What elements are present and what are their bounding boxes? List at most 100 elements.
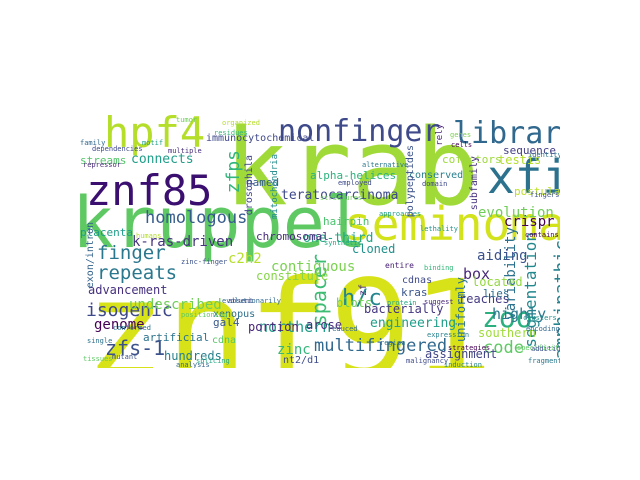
word-alpha-helices: alpha-helices: [310, 169, 397, 182]
word-hairpin: hairpin: [323, 215, 370, 228]
word-contains: contains: [525, 231, 559, 239]
word-isogenic: isogenic: [86, 300, 173, 321]
word-finger: finger: [97, 242, 166, 264]
word-code: code: [483, 338, 524, 358]
word-conformed: conformed: [113, 324, 151, 332]
word-hundreds: hundreds: [164, 349, 222, 363]
word-zoo: zoo: [482, 301, 533, 334]
word-entire: entire: [385, 261, 414, 270]
word-strategies: strategies: [448, 344, 491, 352]
word-testis: testis: [498, 153, 542, 167]
word-library: library: [453, 116, 560, 151]
word-evolutionarily: evolutionarily: [222, 297, 282, 305]
word-analysis: analysis: [176, 361, 210, 369]
word-box: box: [463, 265, 491, 283]
word-teratocarcinoma: teratocarcinoma: [281, 188, 399, 203]
word-xfin: xfin: [487, 150, 560, 204]
word-exon-intron: exon/intron: [85, 222, 96, 289]
word-addition: addition: [531, 345, 560, 353]
word-employed: employed: [338, 179, 372, 187]
word-repressor: repressor: [83, 161, 121, 169]
word-alternative: alternative: [362, 161, 409, 169]
word-identity: identity: [528, 151, 560, 159]
word-suggest: suggest: [424, 298, 454, 306]
word-region: region: [380, 339, 406, 347]
word-k-ras-driven: k-ras-driven: [132, 234, 234, 250]
word-gal4: gal4: [213, 316, 240, 329]
word-genome: genome: [94, 317, 145, 333]
word-mitochondria: mitochondria: [270, 154, 280, 220]
word-cloned: cloned: [352, 242, 396, 256]
word-cofactors: cofactors: [442, 153, 502, 166]
word-malignancy: malignancy: [406, 357, 449, 365]
word-southern: southern: [478, 326, 536, 340]
word-artificial: artificial: [143, 331, 210, 344]
word-postulated: postulated: [514, 185, 560, 198]
word-zinc-finger: zinc-finger: [181, 258, 228, 266]
word-named: named: [246, 176, 280, 189]
word-approaches: approaches: [379, 210, 422, 218]
word-motif: motif: [142, 139, 164, 147]
word-splicing: splicing: [196, 357, 230, 365]
word-reduced: reduced: [328, 325, 358, 333]
word-absent: absent: [228, 297, 254, 305]
word-fragments: fragments: [528, 357, 560, 365]
word-structures: structures: [320, 194, 363, 202]
word-zfs-1: zfs-1: [105, 336, 166, 360]
word-zf: zf: [358, 284, 369, 297]
word-located: located: [472, 275, 523, 289]
word-northern: northern: [259, 318, 332, 336]
word-portion: portion: [248, 320, 299, 334]
word-rely: rely: [435, 124, 445, 146]
word-sequence: sequence: [503, 144, 556, 157]
word-tumor: tumor: [176, 116, 198, 124]
word-blots: blots: [336, 296, 373, 310]
word-domain: domain: [422, 180, 448, 188]
word-assignment: assignment: [425, 347, 498, 361]
word-cdnas: cdnas: [402, 275, 433, 286]
word-homologous: homologous: [145, 208, 248, 228]
word-induction: induction: [444, 361, 482, 369]
word-drosophila: drosophila: [244, 155, 255, 216]
word-seminomas: seminomas: [344, 197, 560, 251]
word-amphipathic: amphipathic: [551, 240, 560, 360]
word-nt2-d1: nt2/d1: [283, 355, 320, 366]
word-hpf4: hpf4: [104, 112, 206, 157]
word-polypeptides: polypeptides: [405, 145, 416, 218]
word-positioning: positioning: [181, 311, 228, 319]
word-expression: expression: [427, 331, 470, 339]
word-reaches: reaches: [459, 292, 510, 306]
word-fingers: fingers: [530, 191, 560, 199]
word-repeats: repeats: [97, 262, 178, 284]
word-cells: cells: [451, 141, 473, 149]
word-undescribed: undescribed: [129, 297, 222, 313]
word-encoding: encoding: [526, 325, 560, 333]
word-multiple: multiple: [168, 147, 202, 155]
word-mutant: mutant: [112, 353, 138, 361]
word-znf85: znf85: [86, 166, 213, 215]
word-specificity: specificity: [517, 344, 560, 352]
word-synthetic: synthetic: [324, 239, 362, 247]
word-one-third: one-third: [303, 231, 374, 246]
word-streams: streams: [80, 154, 127, 167]
word-advancement: advancement: [88, 283, 168, 297]
word-aiding: aiding: [477, 248, 528, 264]
word-bacterially: bacterially: [364, 302, 444, 316]
word-krab: krab: [224, 112, 480, 229]
word-evolution: evolution: [478, 205, 554, 221]
word-c2h2: c2h2: [228, 251, 262, 267]
word-clusters: clusters: [523, 314, 557, 322]
word-znf91: znf91: [84, 252, 494, 368]
word-protein: protein: [387, 299, 417, 307]
word-family: family: [80, 139, 106, 147]
word-multifingered: multifingered: [314, 336, 448, 356]
word-nonfinger: nonfinger: [278, 114, 441, 149]
word-residues: residues: [214, 129, 248, 137]
word-single: single: [87, 337, 113, 345]
word-conserved: conserved: [409, 170, 464, 181]
word-organized: organized: [222, 119, 260, 127]
word-cdna: cdna: [212, 335, 237, 346]
word-placenta: placenta: [80, 226, 133, 239]
word-immunocytochemical: immunocytochemical: [206, 133, 315, 144]
word-contiguous: contiguous: [271, 259, 356, 275]
